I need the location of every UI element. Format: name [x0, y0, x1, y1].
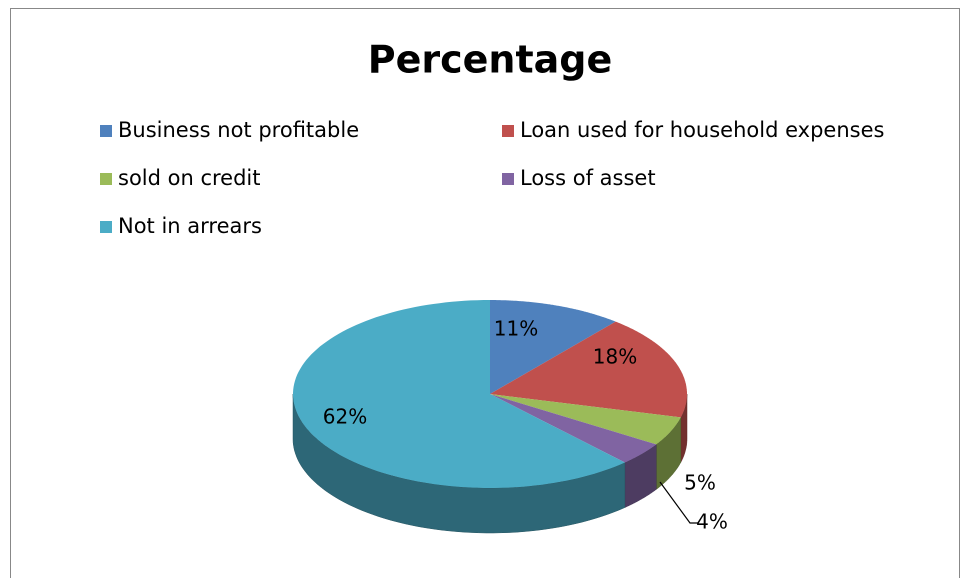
chart-title: Percentage	[368, 38, 613, 82]
legend-label: Loan used for household expenses	[520, 118, 884, 142]
data-label: 11%	[494, 317, 538, 341]
pie-slice	[490, 394, 657, 463]
pie-slice	[490, 321, 687, 418]
legend-swatch	[502, 125, 514, 137]
pie-slice	[490, 300, 616, 394]
legend-swatch	[502, 173, 514, 185]
leader-line	[659, 481, 698, 524]
legend-label: Business not profitable	[118, 118, 359, 142]
legend-label: sold on credit	[118, 166, 261, 190]
legend-label: Loss of asset	[520, 166, 656, 190]
legend-label: Not in arrears	[118, 214, 262, 238]
legend-swatch	[100, 125, 112, 137]
data-label: 18%	[593, 345, 637, 369]
legend-swatch	[100, 221, 112, 233]
pie-slice	[293, 300, 625, 488]
data-label: 5%	[684, 471, 716, 495]
data-label: 4%	[696, 510, 728, 534]
pie-slice	[490, 394, 681, 445]
legend-swatch	[100, 173, 112, 185]
data-label: 62%	[323, 405, 367, 429]
